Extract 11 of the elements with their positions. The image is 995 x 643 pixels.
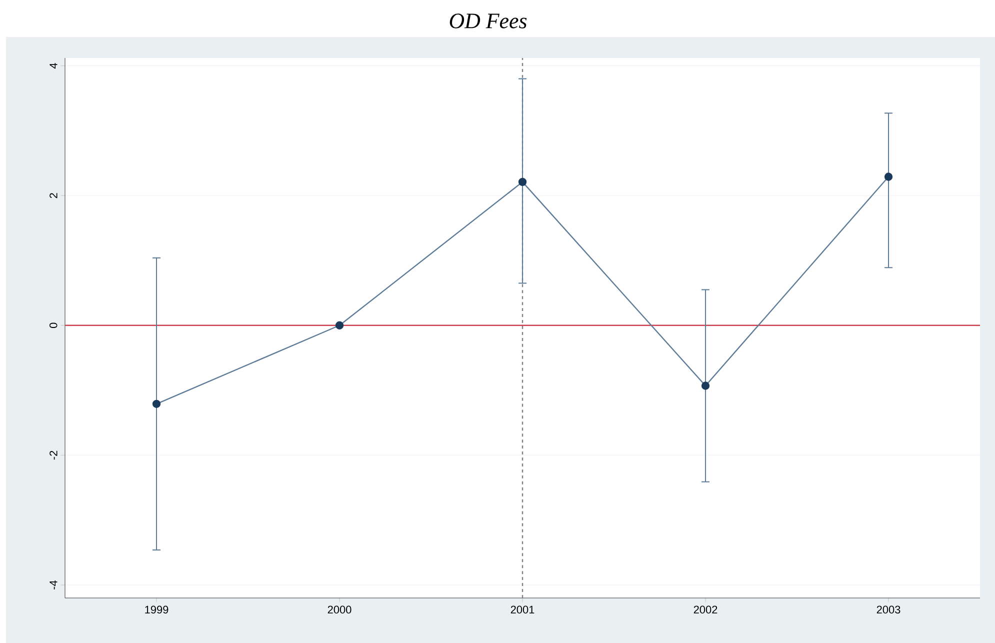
y-tick-label: 2 xyxy=(50,193,58,198)
y-tick-label: -4 xyxy=(50,580,58,590)
x-tick-label: 2002 xyxy=(694,606,718,614)
x-tick-label: 1999 xyxy=(145,606,168,614)
x-tick-label: 2001 xyxy=(510,606,534,614)
y-tick-label: -2 xyxy=(50,450,58,460)
y-tick-label: 4 xyxy=(50,63,58,69)
chart-title: OD Fees xyxy=(450,14,527,28)
x-tick-label: 2003 xyxy=(876,606,900,614)
x-tick-label: 2000 xyxy=(328,606,352,614)
y-tick-label: 0 xyxy=(49,322,58,328)
